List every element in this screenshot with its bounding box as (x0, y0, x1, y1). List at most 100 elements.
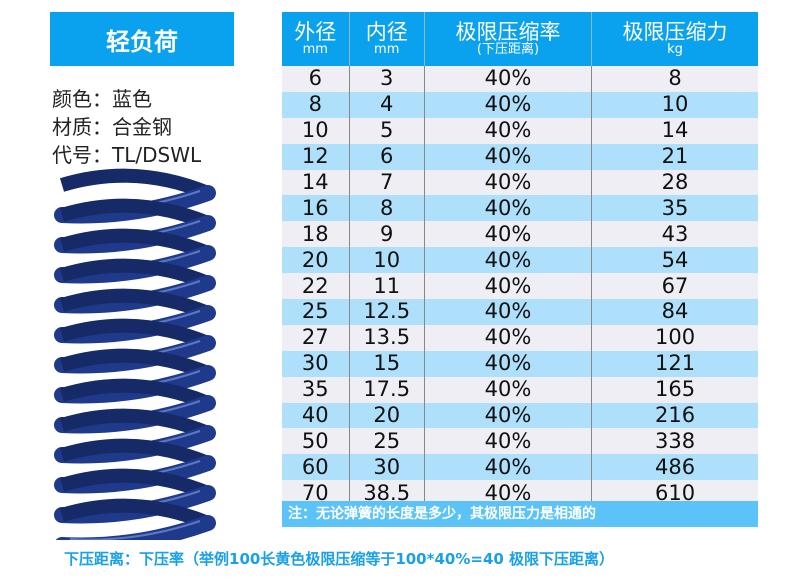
table-cell: 11 (348, 273, 425, 300)
table-cell: 35 (591, 195, 758, 222)
table-cell: 40% (423, 169, 592, 196)
table-row: 50 25 40% 338 (282, 428, 758, 455)
table-cell: 165 (591, 376, 758, 403)
table-cell: 28 (591, 169, 758, 196)
table-cell: 15 (348, 350, 425, 377)
header-unit: mm (374, 42, 400, 58)
table-cell: 27 (282, 324, 350, 351)
table-cell: 40% (423, 428, 592, 455)
table-cell: 40% (423, 195, 592, 222)
column-header: 极限压缩力 kg (591, 12, 758, 66)
table-cell: 10 (282, 117, 350, 144)
table-cell: 54 (591, 247, 758, 274)
column-header: 极限压缩率 (下压距离) (423, 12, 592, 66)
header-unit: mm (302, 42, 328, 58)
table-row: 22 11 40% 67 (282, 273, 758, 300)
header-label: 外径 (294, 20, 337, 45)
note-bar: 注：无论弹簧的长度是多少，其极限压力是相通的 (282, 501, 758, 527)
table-cell: 40% (423, 324, 592, 351)
spring-coil (55, 498, 216, 540)
table-cell: 35 (282, 376, 350, 403)
table-row: 6 3 40% 8 (282, 66, 758, 92)
table-cell: 4 (348, 91, 425, 118)
table-cell: 486 (591, 454, 758, 481)
footer-note: 下压距离：下压率（举例100长黄色极限压缩等于100*40%=40 极限下压距离… (64, 550, 615, 568)
table-cell: 40% (423, 376, 592, 403)
title-banner: 轻负荷 (50, 12, 234, 66)
table-cell: 20 (282, 247, 350, 274)
table-cell: 40% (423, 247, 592, 274)
table-cell: 6 (348, 143, 425, 170)
table-row: 60 30 40% 486 (282, 454, 758, 481)
table-cell: 100 (591, 324, 758, 351)
table-cell: 25 (348, 428, 425, 455)
table-cell: 10 (591, 91, 758, 118)
table-row: 16 8 40% 35 (282, 195, 758, 222)
table-header: 外径 mm 内径 mm 极限压缩率 (下压距离) 极限压缩力 kg (282, 12, 758, 66)
table-cell: 40% (423, 454, 592, 481)
table-cell: 20 (348, 402, 425, 429)
table-row: 35 17.5 40% 165 (282, 376, 758, 403)
table-cell: 21 (591, 143, 758, 170)
table-cell: 13.5 (348, 324, 425, 351)
table-cell: 8 (348, 195, 425, 222)
table-cell: 12.5 (348, 299, 425, 325)
table-row: 20 10 40% 54 (282, 247, 758, 274)
spec-code: 代号：TL/DSWL (52, 143, 202, 167)
table-row: 18 9 40% 43 (282, 221, 758, 248)
table-cell: 40% (423, 91, 592, 118)
table-cell: 5 (348, 117, 425, 144)
table-cell: 14 (282, 169, 350, 196)
table-cell: 17.5 (348, 376, 425, 403)
table-cell: 25 (282, 299, 350, 325)
table-cell: 16 (282, 195, 350, 222)
table-cell: 338 (591, 428, 758, 455)
table-row: 12 6 40% 21 (282, 143, 758, 170)
table-cell: 216 (591, 402, 758, 429)
table-cell: 6 (282, 66, 350, 92)
table-cell: 40% (423, 299, 592, 325)
spec-material: 材质：合金钢 (52, 115, 172, 139)
table-cell: 40% (423, 350, 592, 377)
table-cell: 40% (423, 143, 592, 170)
table-cell: 18 (282, 221, 350, 248)
table-cell: 50 (282, 428, 350, 455)
table-cell: 14 (591, 117, 758, 144)
table-row: 10 5 40% 14 (282, 117, 758, 144)
table-cell: 10 (348, 247, 425, 274)
table-cell: 84 (591, 299, 758, 325)
table-row: 8 4 40% 10 (282, 91, 758, 118)
spec-color: 颜色：蓝色 (52, 87, 152, 111)
header-unit: kg (667, 42, 683, 58)
table-cell: 40 (282, 402, 350, 429)
table-row: 27 13.5 40% 100 (282, 324, 758, 351)
table-cell: 67 (591, 273, 758, 300)
table-cell: 40% (423, 273, 592, 300)
table-cell: 30 (282, 350, 350, 377)
header-label: 极限压缩力 (622, 20, 728, 45)
table-row: 40 20 40% 216 (282, 402, 758, 429)
table-cell: 30 (348, 454, 425, 481)
column-header: 外径 mm (282, 12, 350, 66)
table-row: 14 7 40% 28 (282, 169, 758, 196)
table-cell: 12 (282, 143, 350, 170)
table-cell: 40% (423, 66, 592, 92)
spring-image (54, 168, 216, 540)
table-cell: 40% (423, 221, 592, 248)
header-label: 内径 (365, 20, 408, 45)
table-row: 30 15 40% 121 (282, 350, 758, 377)
table-cell: 8 (282, 91, 350, 118)
table-cell: 9 (348, 221, 425, 248)
header-unit: (下压距离) (476, 42, 540, 58)
table-cell: 60 (282, 454, 350, 481)
table-cell: 7 (348, 169, 425, 196)
table-cell: 40% (423, 402, 592, 429)
column-header: 内径 mm (348, 12, 425, 66)
table-cell: 43 (591, 221, 758, 248)
table-cell: 8 (591, 66, 758, 92)
table-row: 25 12.5 40% 84 (282, 299, 758, 325)
table-cell: 3 (348, 66, 425, 92)
table-cell: 40% (423, 117, 592, 144)
spec-table: 外径 mm 内径 mm 极限压缩率 (下压距离) 极限压缩力 kg 6 3 40% 8 8 4 40% 10… (282, 12, 758, 507)
header-label: 极限压缩率 (455, 20, 561, 45)
